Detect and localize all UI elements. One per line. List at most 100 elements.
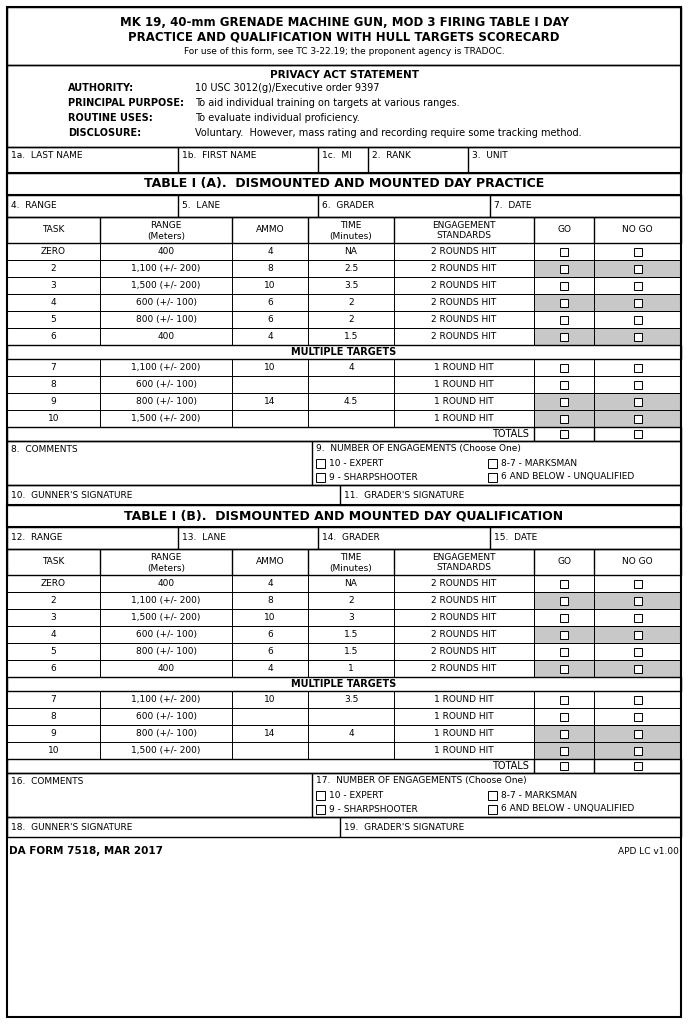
Text: ENGAGEMENT: ENGAGEMENT [432, 221, 496, 230]
Bar [560, 746, 568, 755]
Text: 4: 4 [267, 664, 273, 673]
Text: 800 (+/- 100): 800 (+/- 100) [136, 729, 197, 738]
Text: 6: 6 [51, 332, 56, 341]
Bar [7, 485, 681, 505]
Text: 4: 4 [51, 630, 56, 639]
Text: 10: 10 [47, 746, 59, 755]
Text: TOTALS: TOTALS [492, 761, 529, 771]
Bar [634, 713, 641, 721]
Text: 3: 3 [51, 281, 56, 290]
Text: 2: 2 [51, 264, 56, 273]
Bar [560, 713, 568, 721]
Text: 1 ROUND HIT: 1 ROUND HIT [434, 729, 494, 738]
Bar [634, 613, 641, 622]
Bar [560, 430, 568, 438]
Bar [7, 759, 681, 773]
Text: NA: NA [345, 247, 358, 256]
Text: 1 ROUND HIT: 1 ROUND HIT [434, 380, 494, 389]
Text: 1,500 (+/- 200): 1,500 (+/- 200) [131, 281, 201, 290]
Text: 1 ROUND HIT: 1 ROUND HIT [434, 397, 494, 406]
Text: 8-7 - MARKSMAN: 8-7 - MARKSMAN [501, 459, 577, 468]
Text: MULTIPLE TARGETS: MULTIPLE TARGETS [292, 347, 396, 357]
Bar [316, 459, 325, 468]
Text: 2 ROUNDS HIT: 2 ROUNDS HIT [431, 247, 497, 256]
Text: NA: NA [345, 579, 358, 588]
Bar [634, 762, 641, 770]
Text: 2 ROUNDS HIT: 2 ROUNDS HIT [431, 315, 497, 324]
Text: 7: 7 [51, 695, 56, 705]
Bar [594, 660, 681, 677]
Text: 400: 400 [158, 664, 175, 673]
Bar [7, 817, 681, 837]
Bar [634, 315, 641, 324]
Bar [534, 725, 594, 759]
Bar [7, 260, 681, 278]
Text: 15.  DATE: 15. DATE [494, 534, 537, 543]
Text: 1,100 (+/- 200): 1,100 (+/- 200) [131, 362, 201, 372]
Bar [7, 173, 681, 195]
Bar [594, 260, 681, 278]
Text: 14: 14 [264, 397, 276, 406]
Text: 4.5: 4.5 [344, 397, 358, 406]
Bar [560, 665, 568, 673]
Bar [634, 746, 641, 755]
Text: 11.  GRADER'S SIGNATURE: 11. GRADER'S SIGNATURE [344, 490, 464, 500]
Bar [560, 282, 568, 290]
Bar [316, 791, 325, 800]
Text: 8: 8 [51, 712, 56, 721]
Text: 1 ROUND HIT: 1 ROUND HIT [434, 695, 494, 705]
Text: 2 ROUNDS HIT: 2 ROUNDS HIT [431, 647, 497, 656]
Bar [634, 333, 641, 341]
Text: 3.  UNIT: 3. UNIT [472, 151, 508, 160]
Text: 1 ROUND HIT: 1 ROUND HIT [434, 712, 494, 721]
Bar [534, 393, 594, 427]
Bar [7, 393, 681, 427]
Text: 9.  NUMBER OF ENGAGEMENTS (Choose One): 9. NUMBER OF ENGAGEMENTS (Choose One) [316, 444, 521, 454]
Bar [634, 415, 641, 423]
Text: 6: 6 [267, 315, 273, 324]
Bar [7, 725, 681, 759]
Text: 6 AND BELOW - UNQUALIFIED: 6 AND BELOW - UNQUALIFIED [501, 472, 634, 481]
Text: 17.  NUMBER OF ENGAGEMENTS (Choose One): 17. NUMBER OF ENGAGEMENTS (Choose One) [316, 776, 526, 785]
Text: DISCLOSURE:: DISCLOSURE: [68, 128, 141, 138]
Bar [560, 299, 568, 306]
Bar [560, 315, 568, 324]
Bar [594, 592, 681, 609]
Text: 1,500 (+/- 200): 1,500 (+/- 200) [131, 613, 201, 622]
Bar [560, 597, 568, 604]
Bar [7, 626, 681, 643]
Text: TASK: TASK [43, 557, 65, 566]
Bar [7, 195, 681, 217]
Bar [7, 427, 681, 441]
Text: 4: 4 [348, 729, 354, 738]
Text: 2 ROUNDS HIT: 2 ROUNDS HIT [431, 264, 497, 273]
Text: 4: 4 [267, 332, 273, 341]
Bar [560, 762, 568, 770]
Text: PRIVACY ACT STATEMENT: PRIVACY ACT STATEMENT [270, 70, 418, 80]
Bar [594, 725, 681, 759]
Text: 2: 2 [51, 596, 56, 605]
Text: 19.  GRADER'S SIGNATURE: 19. GRADER'S SIGNATURE [344, 822, 464, 831]
Text: 6: 6 [267, 647, 273, 656]
Text: 10: 10 [264, 362, 276, 372]
Text: 1,500 (+/- 200): 1,500 (+/- 200) [131, 746, 201, 755]
Text: AUTHORITY:: AUTHORITY: [68, 83, 134, 93]
Bar [560, 631, 568, 639]
Bar [316, 472, 325, 481]
Bar [634, 397, 641, 406]
Bar [560, 647, 568, 655]
Text: 9: 9 [51, 729, 56, 738]
Text: RANGE: RANGE [150, 221, 182, 230]
Text: 1c.  MI: 1c. MI [322, 151, 352, 160]
Text: 2 ROUNDS HIT: 2 ROUNDS HIT [431, 664, 497, 673]
Text: 2 ROUNDS HIT: 2 ROUNDS HIT [431, 281, 497, 290]
Text: 9: 9 [51, 397, 56, 406]
Text: 10.  GUNNER'S SIGNATURE: 10. GUNNER'S SIGNATURE [11, 490, 132, 500]
Text: NO GO: NO GO [622, 557, 653, 566]
Text: TIME: TIME [341, 221, 362, 230]
Bar [7, 643, 681, 660]
Text: 13.  LANE: 13. LANE [182, 534, 226, 543]
Bar [560, 695, 568, 703]
Bar [7, 592, 681, 609]
Bar [7, 441, 681, 485]
